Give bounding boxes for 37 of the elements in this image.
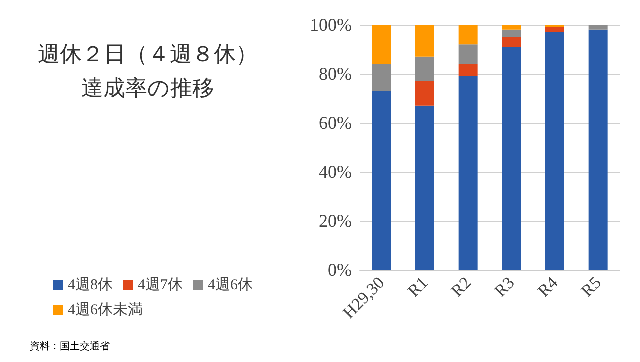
y-tick-label: 80% — [319, 64, 352, 84]
bar — [372, 91, 392, 270]
bar — [546, 32, 564, 270]
legend-label: 4週6休 — [208, 278, 253, 294]
bar — [502, 37, 522, 48]
y-tick-label: 0% — [328, 260, 352, 280]
text: 週休２日（４週８休） — [38, 42, 258, 66]
bar — [458, 44, 478, 64]
y-tick-label: 60% — [319, 113, 352, 133]
bar — [502, 30, 522, 38]
y-tick-label: 100% — [310, 15, 352, 35]
legend-label: 4週7休 — [138, 278, 183, 294]
bar — [458, 64, 478, 76]
bar — [502, 25, 522, 30]
bar — [416, 56, 434, 82]
x-tick-label: R4 — [534, 272, 562, 301]
text: 資料：国土交通省 — [30, 340, 110, 352]
y-tick-label: 20% — [319, 211, 352, 231]
legend-label: 4週8休 — [68, 278, 113, 294]
bar — [588, 25, 608, 30]
bar — [416, 25, 434, 57]
bar — [588, 30, 608, 270]
x-tick-label: R5 — [578, 273, 606, 301]
x-tick-label: R3 — [490, 273, 518, 301]
x-tick-label: R2 — [448, 273, 476, 301]
bar — [416, 106, 434, 270]
bar — [502, 47, 522, 270]
bar — [458, 76, 478, 270]
text: 達成率の推移 — [82, 76, 214, 100]
x-tick-label: R1 — [404, 273, 432, 301]
bar — [372, 64, 392, 92]
bar — [416, 81, 434, 106]
bar — [458, 25, 478, 45]
y-tick-label: 40% — [319, 162, 352, 182]
bar — [546, 27, 564, 32]
bar — [372, 25, 392, 64]
legend-label: 4週6休未満 — [68, 302, 143, 318]
